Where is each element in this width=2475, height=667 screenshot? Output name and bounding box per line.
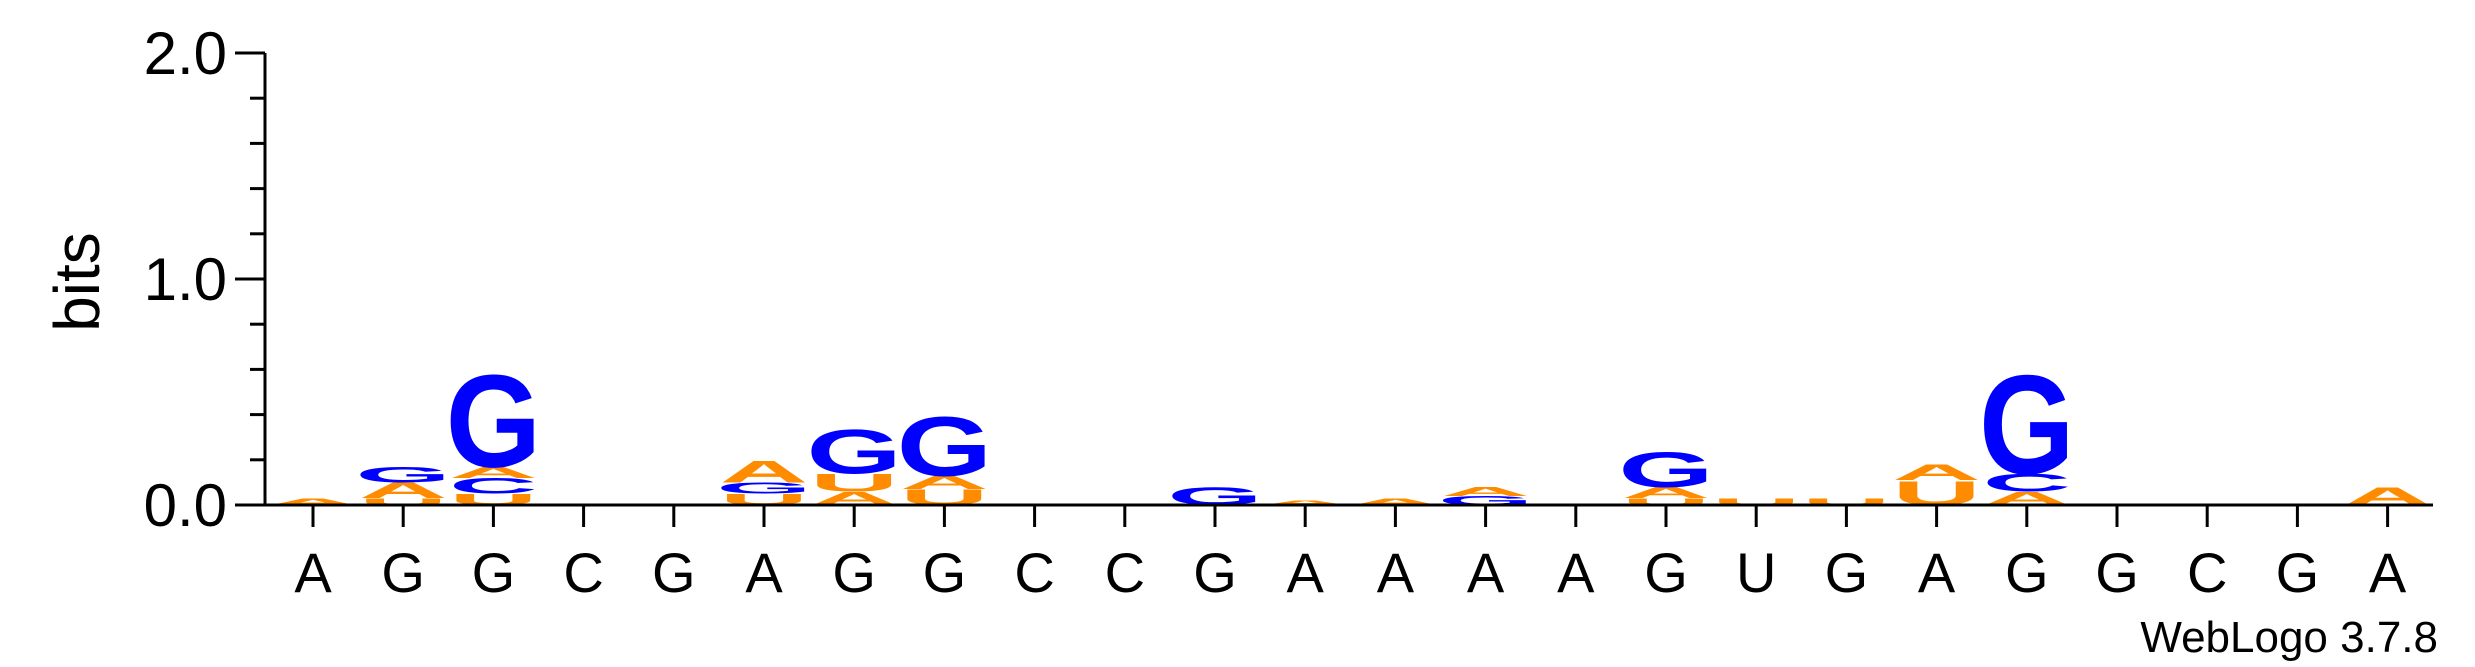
x-tick-label: A [1467,541,1505,604]
y-tick-label: 1.0 [144,246,227,313]
logo-letter-a: A [1351,497,1440,507]
logo-letter-u: U [1802,497,1891,507]
x-tick-label: G [472,541,516,604]
x-tick-label: A [1287,541,1325,604]
x-tick-label: G [652,541,696,604]
logo-letter-g: G [897,399,993,494]
logo-letter-a: A [900,472,989,493]
logo-letter-a: A [1441,485,1530,499]
logo-letter-c: C [1982,469,2071,497]
logo-letter-g: G [1618,441,1714,497]
logo-letter-a: A [1892,460,1981,485]
y-tick-label: 0.0 [144,472,227,539]
logo-letter-g: G [806,417,902,487]
x-tick-label: C [563,541,603,604]
x-tick-label: G [832,541,876,604]
logo-letter-u: U [1712,497,1801,507]
logo-letter-g: G [446,349,542,496]
logo-letter-g: G [1979,346,2075,504]
x-tick-label: G [1193,541,1237,604]
x-tick-label: G [1825,541,1869,604]
x-tick-label: C [2187,541,2227,604]
y-tick-layer: 0.0 1.0 2.0 [144,20,265,539]
logo-letter-a: A [720,454,809,489]
logo-letter-a: A [269,497,358,507]
logo-letter-a: A [1622,484,1711,502]
x-tick-label: A [294,541,332,604]
logo-letter-a: A [449,464,538,482]
x-tick-label: G [2276,541,2320,604]
logo-letter-g: G [355,462,451,487]
logo-letter-a: A [359,478,448,503]
logo-letter-u: U [1622,497,1711,507]
logo-letter-g: G [716,480,812,498]
x-tick-label: U [1736,541,1776,604]
x-tick-label: G [381,541,425,604]
x-tick-label: A [1557,541,1595,604]
x-tick-label: C [1014,541,1054,604]
logo-letter-a: A [1261,499,1350,506]
y-tick-label: 2.0 [144,20,227,87]
x-tick-label: A [2369,541,2407,604]
x-tick-label: A [745,541,783,604]
logo-letter-u: U [810,469,899,497]
x-tick-label: A [1918,541,1956,604]
y-axis-label: bits [41,232,113,332]
x-tick-label: G [923,541,967,604]
x-tick-label: G [2095,541,2139,604]
x-tick-label: G [1644,541,1688,604]
logo-letter-c: C [449,474,538,499]
x-tick-label: C [1105,541,1145,604]
axis-layer [263,53,2433,507]
logo-letter-u: U [359,497,448,507]
x-tick-label: G [2005,541,2049,604]
watermark-text: WebLogo 3.7.8 [2140,613,2438,662]
x-tick-label: A [1377,541,1415,604]
